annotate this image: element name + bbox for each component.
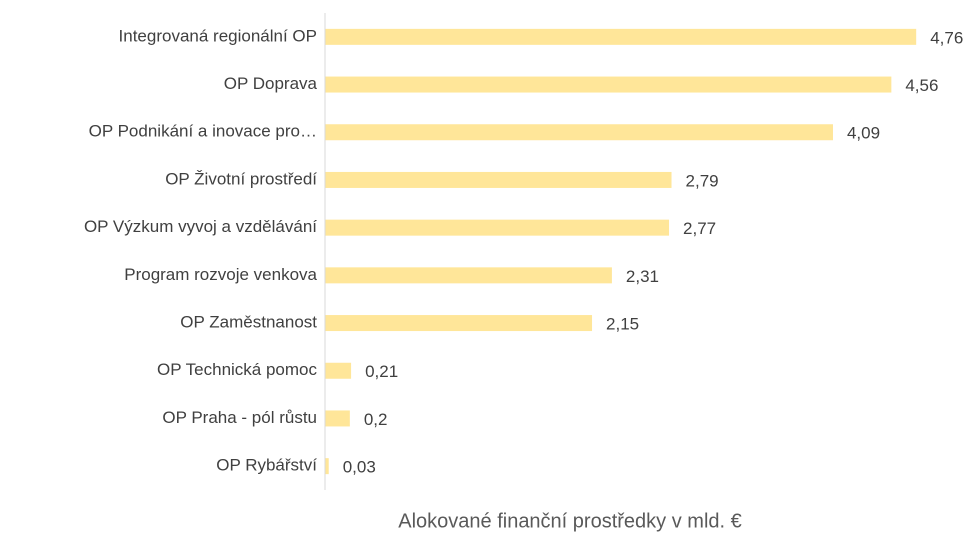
bar xyxy=(325,267,612,284)
data-label: 0,03 xyxy=(343,458,376,477)
y-tick-label: OP Životní prostředí xyxy=(165,169,317,188)
y-tick-label: OP Zaměstnanost xyxy=(180,313,317,332)
data-label: 2,31 xyxy=(626,267,659,286)
bar xyxy=(325,410,350,427)
data-label: 4,76 xyxy=(930,28,963,47)
y-tick-label: OP Výzkum vyvoj a vzdělávání xyxy=(84,217,317,236)
y-tick-label: OP Technická pomoc xyxy=(157,360,318,379)
bar xyxy=(325,315,593,332)
bar xyxy=(325,76,892,93)
bar xyxy=(325,219,670,236)
y-tick-label: Program rozvoje venkova xyxy=(124,265,317,284)
bar xyxy=(325,458,329,475)
y-tick-label: OP Praha - pól růstu xyxy=(162,408,317,427)
data-label: 4,09 xyxy=(847,124,880,143)
bar xyxy=(325,171,672,188)
bar xyxy=(325,362,352,379)
data-label: 2,77 xyxy=(683,219,716,238)
bar xyxy=(325,28,917,45)
data-label: 0,2 xyxy=(364,410,388,429)
y-tick-label: OP Doprava xyxy=(224,74,318,93)
data-label: 2,15 xyxy=(606,315,639,334)
y-tick-label: OP Podnikání a inovace pro… xyxy=(89,122,317,141)
data-label: 2,79 xyxy=(686,171,719,190)
data-label: 4,56 xyxy=(905,76,938,95)
x-axis-label: Alokované finanční prostředky v mld. € xyxy=(398,510,742,532)
y-tick-label: OP Rybářství xyxy=(216,456,317,475)
data-label: 0,21 xyxy=(365,362,398,381)
bar xyxy=(325,124,833,141)
y-tick-label: Integrovaná regionální OP xyxy=(119,26,317,45)
